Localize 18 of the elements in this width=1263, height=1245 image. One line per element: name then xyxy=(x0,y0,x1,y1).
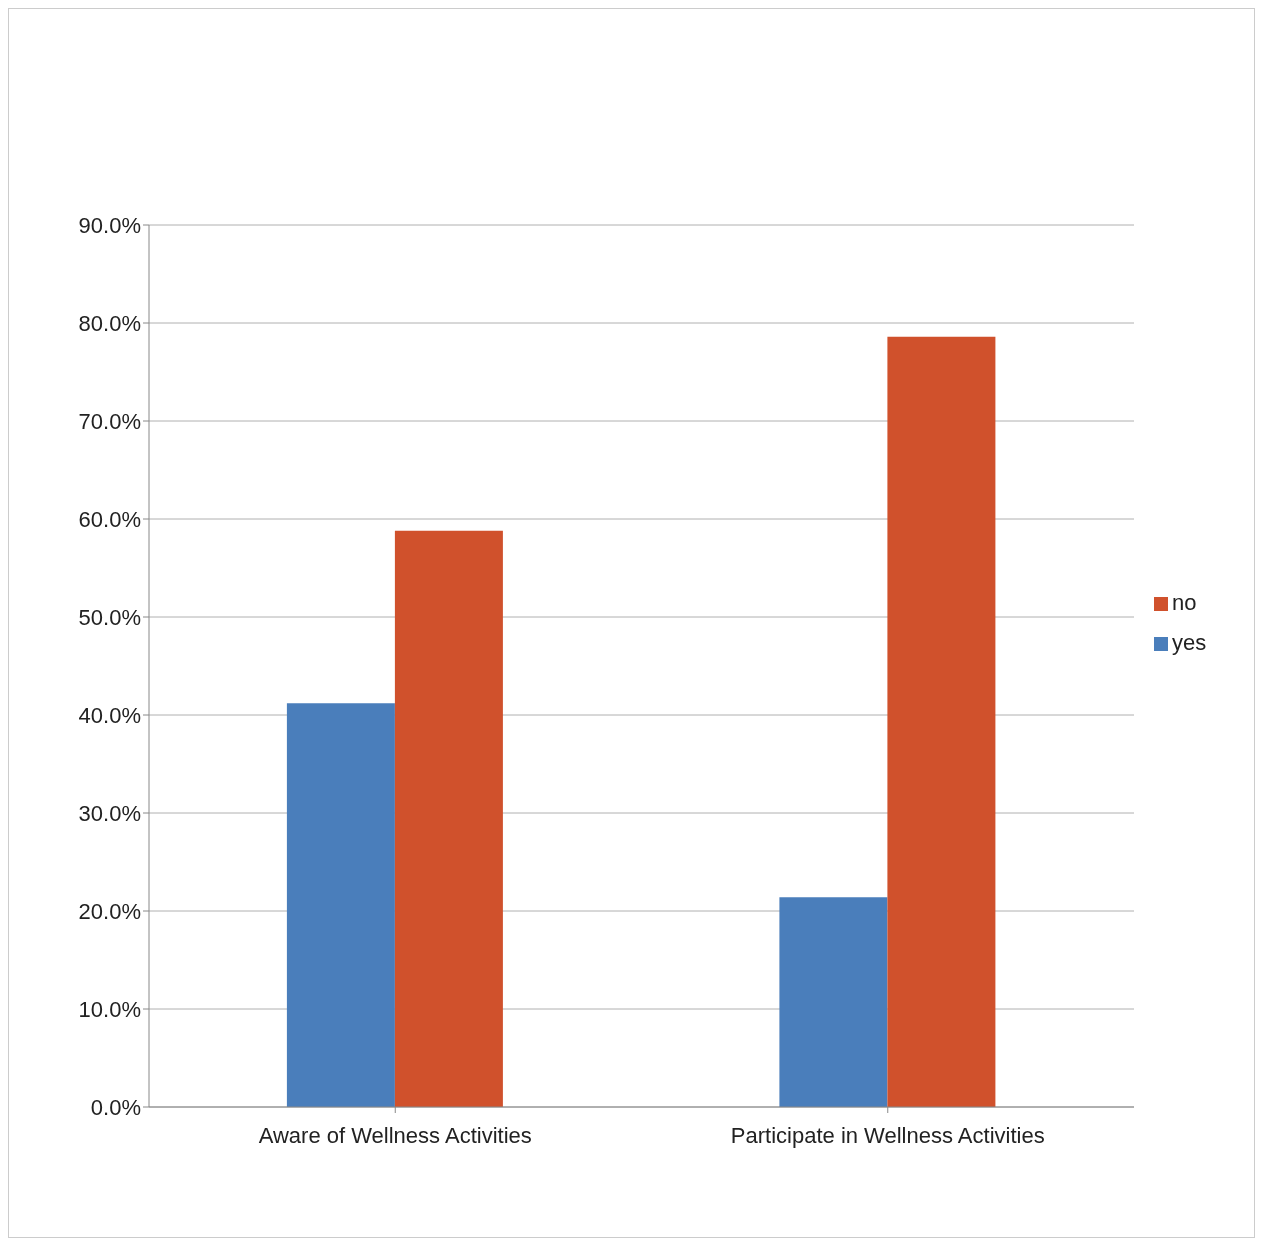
bar xyxy=(286,703,395,1107)
y-tick-label: 70.0% xyxy=(78,408,141,434)
bar xyxy=(394,530,503,1107)
x-tick-label: Participate in Wellness Activities xyxy=(730,1122,1045,1148)
y-tick-label: 30.0% xyxy=(78,800,141,826)
y-tick-label: 60.0% xyxy=(78,506,141,532)
x-tick-label: Aware of Wellness Activities xyxy=(258,1122,532,1148)
y-tick-label: 50.0% xyxy=(78,604,141,630)
bar xyxy=(887,336,996,1107)
legend-label: yes xyxy=(1172,630,1207,655)
y-tick-label: 80.0% xyxy=(78,310,141,336)
y-tick-label: 90.0% xyxy=(78,212,141,238)
legend-label: no xyxy=(1172,590,1197,615)
y-tick-label: 10.0% xyxy=(78,996,141,1022)
bar xyxy=(779,897,888,1107)
y-tick-label: 20.0% xyxy=(78,898,141,924)
y-tick-label: 0.0% xyxy=(90,1094,141,1120)
y-tick-label: 40.0% xyxy=(78,702,141,728)
